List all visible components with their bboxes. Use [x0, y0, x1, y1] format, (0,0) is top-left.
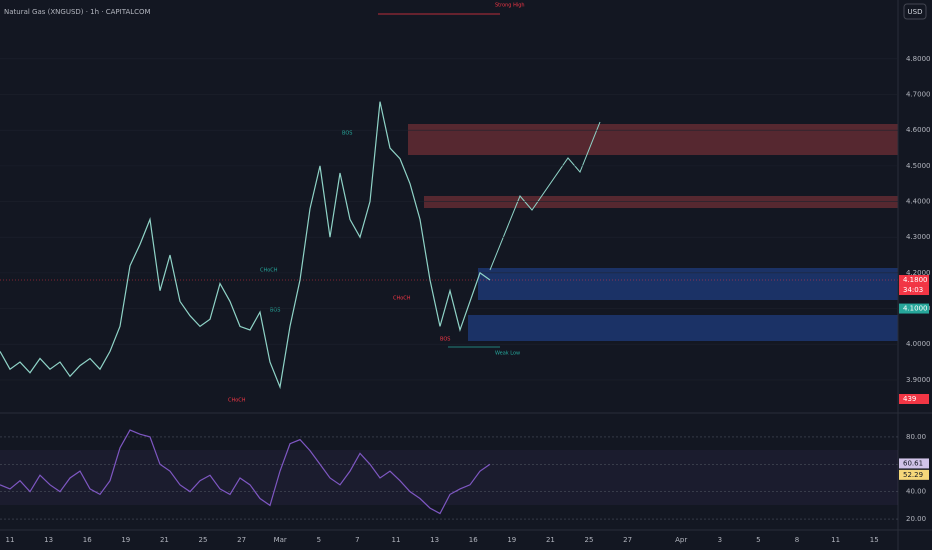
- x-tick-label: 19: [507, 536, 516, 544]
- annotation: BOS: [440, 337, 450, 343]
- y-tick-label: 3.9000: [906, 376, 931, 384]
- annotation: BOS: [342, 131, 352, 137]
- annotation: Weak Low: [495, 351, 520, 357]
- level-price-bg: [899, 303, 929, 314]
- projection-arrow: [489, 121, 601, 271]
- rsi-value: 60.61: [903, 459, 923, 467]
- last-price: 4.1800: [903, 276, 928, 284]
- series-line: [0, 429, 491, 515]
- x-tick-label: 25: [199, 536, 208, 544]
- x-tick-label: 11: [392, 536, 401, 544]
- y-tick-label: 20.00: [906, 515, 926, 523]
- x-tick-label: 7: [355, 536, 359, 544]
- demand-zone: [478, 268, 898, 300]
- supply-zone: [424, 196, 898, 208]
- supply-zone: [408, 124, 898, 155]
- y-tick-label: 4.3000: [906, 233, 931, 241]
- x-tick-label: 21: [160, 536, 169, 544]
- demand-zone: [468, 315, 898, 341]
- x-tick-label: Mar: [274, 536, 287, 544]
- y-tick-label: 4.0000: [906, 340, 931, 348]
- x-tick-label: 16: [469, 536, 478, 544]
- y-tick-label: 4.5000: [906, 162, 931, 170]
- y-tick-label: 80.00: [906, 433, 926, 441]
- x-tick-label: Apr: [675, 536, 687, 544]
- x-tick-label: 21: [546, 536, 555, 544]
- x-tick-label: 19: [121, 536, 130, 544]
- x-tick-label: 13: [430, 536, 439, 544]
- annotation: CHoCH: [260, 268, 278, 274]
- symbol-title: Natural Gas (XNGUSD) · 1h · CAPITALCOM: [4, 8, 151, 16]
- x-tick-label: 3: [718, 536, 722, 544]
- currency-button[interactable]: [903, 3, 927, 20]
- x-tick-label: 27: [623, 536, 632, 544]
- volume-label-bg: [899, 394, 929, 404]
- ma-value-bg: [899, 469, 929, 480]
- x-tick-label: 16: [83, 536, 92, 544]
- level-price: 4.1000: [903, 305, 928, 313]
- annotation: CHoCH: [393, 296, 411, 302]
- last-price-bg: [899, 275, 929, 286]
- series-line: [0, 101, 491, 390]
- x-tick-label: 5: [756, 536, 760, 544]
- countdown-bg: [899, 285, 929, 296]
- x-tick-label: 11: [6, 536, 15, 544]
- y-tick-label: 4.4000: [906, 198, 931, 206]
- x-tick-label: 8: [795, 536, 799, 544]
- y-tick-label: 4.7000: [906, 91, 931, 99]
- x-tick-label: 13: [44, 536, 53, 544]
- rsi-value-bg: [899, 458, 929, 469]
- ma-value: 52.29: [903, 471, 923, 479]
- currency-label[interactable]: USD: [908, 8, 923, 16]
- x-tick-label: 5: [317, 536, 321, 544]
- annotation: CHoCH: [228, 398, 246, 404]
- y-tick-label: 40.00: [906, 488, 926, 496]
- y-tick-label: 4.6000: [906, 126, 931, 134]
- annotation: BOS: [270, 308, 280, 314]
- x-tick-label: 25: [585, 536, 594, 544]
- x-tick-label: 15: [870, 536, 879, 544]
- x-tick-label: 11: [831, 536, 840, 544]
- x-tick-label: 27: [237, 536, 246, 544]
- countdown: 34:03: [903, 286, 923, 294]
- y-tick-label: 4.2000: [906, 269, 931, 277]
- volume-label: 439: [903, 395, 916, 403]
- y-tick-label: 4.8000: [906, 55, 931, 63]
- annotation: Strong High: [495, 3, 525, 9]
